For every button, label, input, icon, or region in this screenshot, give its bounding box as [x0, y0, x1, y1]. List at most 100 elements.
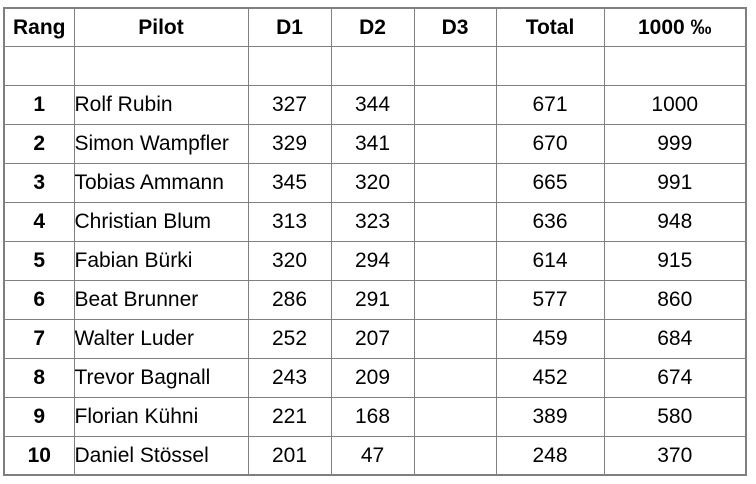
results-table-body: 1 Rolf Rubin 327 344 671 1000 2 Simon Wa… [3, 45, 747, 476]
results-table: Rang Pilot D1 D2 D3 Total 1000 ‰ 1 Rolf … [3, 7, 747, 476]
cell-d3 [413, 318, 497, 359]
column-header-promille: 1000 ‰ [603, 7, 747, 47]
cell-pilot: Walter Luder [73, 318, 249, 359]
table-row: 8 Trevor Bagnall 243 209 452 674 [3, 357, 747, 398]
cell-d2: 344 [330, 84, 415, 125]
cell-d2: 341 [330, 123, 415, 164]
cell-d3 [413, 357, 497, 398]
cell-rang: 7 [3, 318, 75, 359]
cell-d3 [413, 45, 497, 86]
cell-d3 [413, 279, 497, 320]
table-row: 5 Fabian Bürki 320 294 614 915 [3, 240, 747, 281]
cell-d3 [413, 240, 497, 281]
cell-d3 [413, 435, 497, 476]
cell-promille: 580 [603, 396, 747, 437]
cell-pilot: Simon Wampfler [73, 123, 249, 164]
cell-total: 577 [495, 279, 605, 320]
cell-promille: 915 [603, 240, 747, 281]
cell-d2: 207 [330, 318, 415, 359]
cell-promille [603, 45, 747, 86]
cell-d2 [330, 45, 415, 86]
cell-d2: 47 [330, 435, 415, 476]
cell-rang: 3 [3, 162, 75, 203]
table-row: 4 Christian Blum 313 323 636 948 [3, 201, 747, 242]
column-header-pilot: Pilot [73, 7, 249, 47]
cell-total [495, 45, 605, 86]
cell-d3 [413, 396, 497, 437]
cell-promille: 370 [603, 435, 747, 476]
cell-rang: 6 [3, 279, 75, 320]
cell-total: 636 [495, 201, 605, 242]
cell-promille: 948 [603, 201, 747, 242]
column-header-d2: D2 [330, 7, 415, 47]
cell-rang: 1 [3, 84, 75, 125]
table-row: 6 Beat Brunner 286 291 577 860 [3, 279, 747, 320]
table-row: 7 Walter Luder 252 207 459 684 [3, 318, 747, 359]
table-row: 1 Rolf Rubin 327 344 671 1000 [3, 84, 747, 125]
cell-pilot: Trevor Bagnall [73, 357, 249, 398]
cell-pilot: Florian Kühni [73, 396, 249, 437]
cell-pilot: Daniel Stössel [73, 435, 249, 476]
cell-total: 665 [495, 162, 605, 203]
cell-rang: 8 [3, 357, 75, 398]
cell-pilot: Tobias Ammann [73, 162, 249, 203]
cell-d1: 320 [247, 240, 332, 281]
cell-d3 [413, 84, 497, 125]
cell-pilot [73, 45, 249, 86]
cell-promille: 684 [603, 318, 747, 359]
cell-pilot: Fabian Bürki [73, 240, 249, 281]
cell-total: 459 [495, 318, 605, 359]
cell-d2: 291 [330, 279, 415, 320]
cell-rang: 2 [3, 123, 75, 164]
cell-total: 248 [495, 435, 605, 476]
cell-pilot: Rolf Rubin [73, 84, 249, 125]
cell-promille: 860 [603, 279, 747, 320]
table-row: 10 Daniel Stössel 201 47 248 370 [3, 435, 747, 476]
cell-rang: 4 [3, 201, 75, 242]
cell-d1: 329 [247, 123, 332, 164]
header-row: Rang Pilot D1 D2 D3 Total 1000 ‰ [3, 7, 747, 47]
table-row: 2 Simon Wampfler 329 341 670 999 [3, 123, 747, 164]
cell-rang: 5 [3, 240, 75, 281]
cell-d1: 221 [247, 396, 332, 437]
column-header-rang: Rang [3, 7, 75, 47]
cell-rang: 10 [3, 435, 75, 476]
cell-d3 [413, 123, 497, 164]
table-row: 9 Florian Kühni 221 168 389 580 [3, 396, 747, 437]
cell-d1: 243 [247, 357, 332, 398]
table-row [3, 45, 747, 86]
cell-d2: 209 [330, 357, 415, 398]
cell-d1: 345 [247, 162, 332, 203]
results-table-header: Rang Pilot D1 D2 D3 Total 1000 ‰ [3, 7, 747, 47]
cell-d3 [413, 162, 497, 203]
cell-d1: 286 [247, 279, 332, 320]
cell-promille: 991 [603, 162, 747, 203]
cell-rang: 9 [3, 396, 75, 437]
cell-total: 452 [495, 357, 605, 398]
column-header-d1: D1 [247, 7, 332, 47]
cell-d1 [247, 45, 332, 86]
column-header-total: Total [495, 7, 605, 47]
cell-d2: 320 [330, 162, 415, 203]
column-header-d3: D3 [413, 7, 497, 47]
cell-d1: 313 [247, 201, 332, 242]
cell-pilot: Christian Blum [73, 201, 249, 242]
cell-promille: 999 [603, 123, 747, 164]
cell-d1: 201 [247, 435, 332, 476]
cell-total: 614 [495, 240, 605, 281]
cell-total: 389 [495, 396, 605, 437]
cell-d2: 323 [330, 201, 415, 242]
cell-rang [3, 45, 75, 86]
cell-promille: 674 [603, 357, 747, 398]
cell-promille: 1000 [603, 84, 747, 125]
cell-d1: 252 [247, 318, 332, 359]
cell-d3 [413, 201, 497, 242]
cell-d2: 294 [330, 240, 415, 281]
cell-d1: 327 [247, 84, 332, 125]
cell-total: 671 [495, 84, 605, 125]
cell-total: 670 [495, 123, 605, 164]
cell-d2: 168 [330, 396, 415, 437]
cell-pilot: Beat Brunner [73, 279, 249, 320]
table-row: 3 Tobias Ammann 345 320 665 991 [3, 162, 747, 203]
